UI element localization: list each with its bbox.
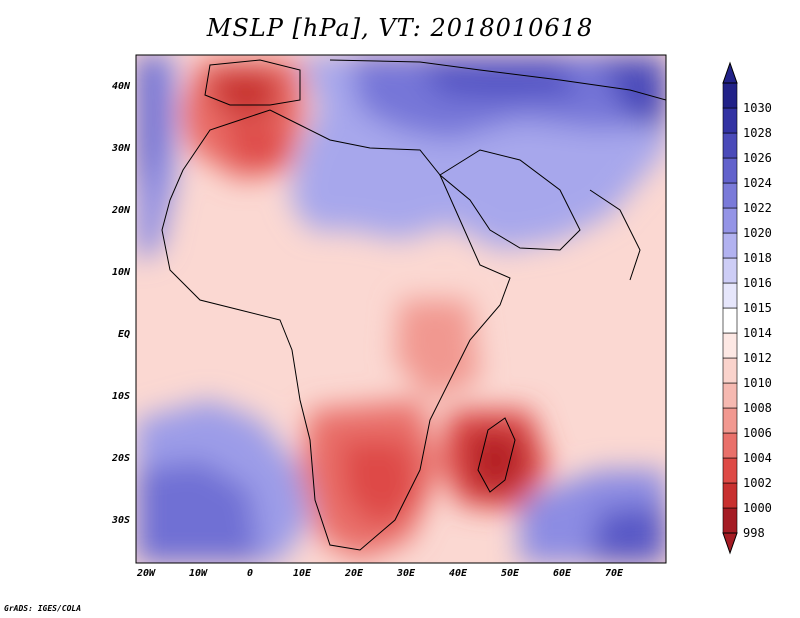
colorbar-level-label: 1012 — [743, 351, 772, 365]
colorbar-min-arrow — [722, 532, 738, 555]
colorbar-swatch — [722, 132, 738, 159]
colorbar-level-label: 1020 — [743, 226, 772, 240]
lon-label: 10W — [189, 568, 208, 579]
lon-label: 60E — [553, 568, 572, 579]
coastlines — [161, 59, 666, 551]
colorbar-level-label: 1014 — [743, 326, 772, 340]
lon-label: 10E — [293, 568, 312, 579]
colorbar-max-arrow — [722, 61, 738, 84]
colorbar-level-label: 1000 — [743, 501, 772, 515]
colorbar-swatch — [722, 232, 738, 259]
colorbar-level-label: 1016 — [743, 276, 772, 290]
colorbar-level-label: 1024 — [743, 176, 772, 190]
colorbar-swatch — [722, 357, 738, 384]
colorbar-level-label: 1015 — [743, 301, 772, 315]
colorbar-swatch — [722, 407, 738, 434]
lon-label: 70E — [605, 568, 624, 579]
colorbar: 998 1000 1002 1004 1006 1008 1010 1012 1014 1015 1… — [722, 61, 772, 555]
lon-label: 30E — [396, 568, 416, 579]
colorbar-swatch — [722, 182, 738, 209]
lon-label: 0 — [247, 568, 253, 579]
colorbar-swatch — [722, 157, 738, 184]
colorbar-swatch — [722, 282, 738, 309]
colorbar-level-label: 1022 — [743, 201, 772, 215]
lat-label: 20N — [111, 205, 131, 216]
lon-label: 20W — [136, 568, 156, 579]
lon-label: 50E — [501, 568, 520, 579]
colorbar-level-label: 1018 — [743, 251, 772, 265]
colorbar-swatch — [722, 382, 738, 409]
lat-label: 10S — [112, 391, 130, 402]
colorbar-level-label: 1028 — [743, 126, 772, 140]
lat-label: 30S — [111, 515, 130, 526]
colorbar-swatch — [722, 432, 738, 459]
colorbar-level-label: 1008 — [743, 401, 772, 415]
colorbar-swatch — [722, 207, 738, 234]
colorbar-level-label: 1010 — [743, 376, 772, 390]
colorbar-swatch — [722, 257, 738, 284]
colorbar-swatch — [722, 107, 738, 134]
lat-label: 20S — [111, 453, 130, 464]
map-title: MSLP [hPa], VT: 2018010618 — [206, 14, 594, 42]
plot-frame — [135, 54, 667, 564]
lat-label: 40N — [112, 81, 131, 92]
colorbar-swatch — [722, 482, 738, 509]
colorbar-level-label: 998 — [743, 526, 765, 540]
lat-label: EQ — [118, 329, 130, 340]
longitude-labels: 20W 10W 0 10E 20E 30E 40E 50E 60E 70E — [136, 568, 624, 579]
colorbar-level-label: 1030 — [743, 101, 772, 115]
colorbar-swatch — [722, 507, 738, 534]
colorbar-swatch — [722, 307, 738, 334]
lon-label: 40E — [449, 568, 468, 579]
latitude-labels: 40N 30N 20N 10N EQ 10S 20S 30S — [111, 81, 131, 526]
lat-label: 30N — [111, 143, 131, 154]
lat-label: 10N — [112, 267, 131, 278]
colorbar-swatch — [722, 457, 738, 484]
colorbar-swatch — [722, 332, 738, 359]
colorbar-level-label: 1002 — [743, 476, 772, 490]
colorbar-level-label: 1006 — [743, 426, 772, 440]
lon-label: 20E — [344, 568, 364, 579]
credit-label: GrADS: IGES/COLA — [4, 604, 82, 613]
colorbar-level-label: 1004 — [743, 451, 772, 465]
pressure-field — [136, 55, 666, 563]
colorbar-swatch — [722, 82, 738, 109]
colorbar-level-label: 1026 — [743, 151, 772, 165]
